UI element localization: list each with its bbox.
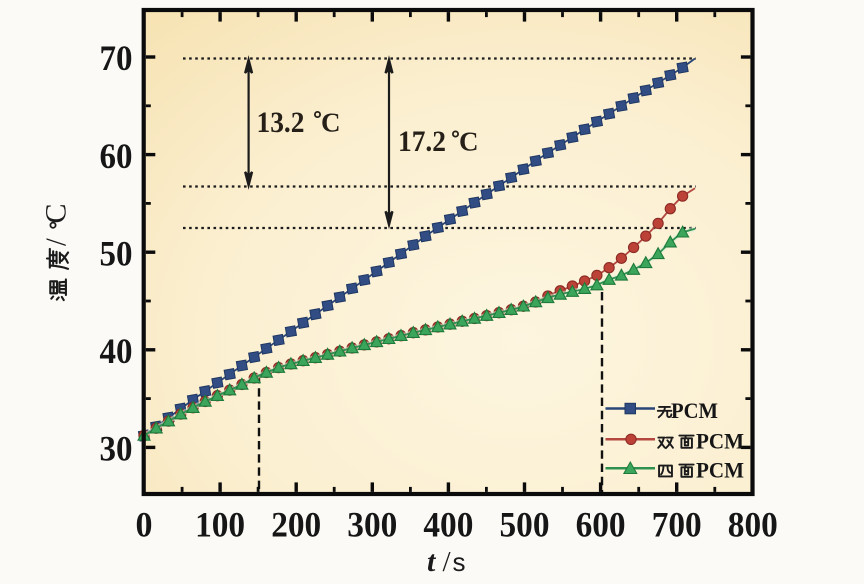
svg-text:13.2: 13.2	[257, 106, 305, 139]
svg-text:200: 200	[271, 505, 321, 545]
svg-text:17.2: 17.2	[398, 125, 446, 158]
svg-text:700: 700	[652, 505, 702, 545]
svg-text:PCM: PCM	[671, 398, 718, 423]
svg-text:PCM: PCM	[696, 429, 744, 454]
svg-text:s: s	[453, 547, 466, 577]
svg-text:300: 300	[347, 505, 397, 545]
svg-text:60: 60	[100, 136, 133, 176]
svg-text:800: 800	[728, 505, 778, 545]
svg-text:30: 30	[100, 429, 133, 469]
svg-text:C: C	[459, 127, 479, 157]
svg-text:0: 0	[136, 505, 153, 545]
svg-text:500: 500	[500, 505, 550, 545]
svg-text:400: 400	[423, 505, 473, 545]
svg-text:t: t	[427, 545, 437, 578]
svg-text:70: 70	[100, 38, 133, 78]
svg-text:C: C	[40, 203, 73, 223]
svg-text:40: 40	[100, 331, 133, 371]
svg-text:/: /	[443, 546, 452, 578]
svg-text:/: /	[42, 238, 73, 246]
svg-text:100: 100	[195, 505, 245, 545]
svg-text:600: 600	[576, 505, 626, 545]
svg-text:C: C	[321, 108, 341, 138]
svg-text:PCM: PCM	[696, 458, 744, 483]
svg-text:50: 50	[100, 233, 133, 273]
